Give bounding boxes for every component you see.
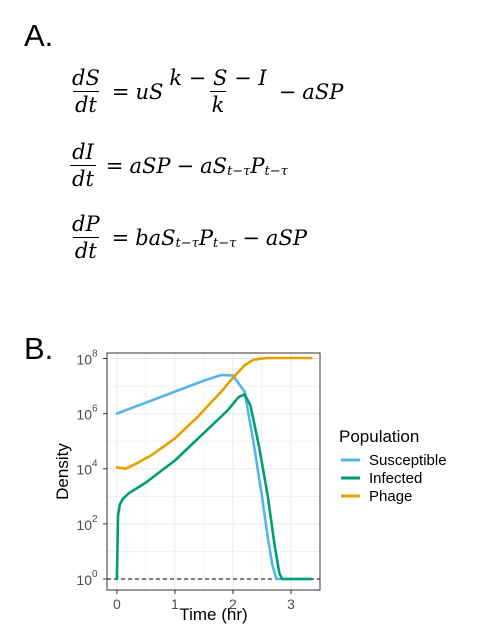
eq2-delayed-s: aS: [200, 153, 228, 178]
series-line-phage: [115, 356, 313, 471]
equation-ds-dt: dS dt = uS k − S − I k − aSP: [66, 66, 343, 117]
equation-dp-dt: dP dt = baS t−τ P t−τ − aSP: [66, 212, 307, 263]
eq1-capacity-numerator: k − S − I: [169, 66, 267, 90]
x-tick-label: 3: [287, 596, 295, 612]
x-axis-title: Time (hr): [179, 605, 247, 624]
y-tick-label: 10: [76, 462, 92, 478]
series-line-susceptible: [115, 373, 313, 581]
y-tick-exponent: 2: [92, 514, 98, 525]
eq3-equals: =: [111, 225, 130, 250]
y-tick-label: 10: [76, 517, 92, 533]
eq1-capacity-denominator: k: [209, 91, 227, 117]
eq3-burst-s: baS: [135, 225, 176, 250]
eq1-lhs-numerator: dS: [72, 66, 100, 90]
y-tick-label: 10: [76, 352, 92, 368]
ds-dt-fraction: dS dt: [70, 66, 102, 117]
eq3-burst-p: P: [198, 225, 213, 250]
plot-panel: [107, 353, 320, 590]
legend-label-susceptible: Susceptible: [369, 452, 447, 469]
legend-label-infected: Infected: [369, 470, 422, 487]
y-tick-label: 10: [76, 407, 92, 423]
eq1-capacity-fraction: k − S − I k: [167, 66, 268, 117]
panel-b-label: B.: [24, 331, 54, 366]
y-tick-label: 10: [76, 572, 92, 588]
x-tick-label: 1: [171, 596, 179, 612]
x-tick-label: 0: [113, 596, 121, 612]
eq2-infection-term: aSP: [129, 153, 171, 178]
eq3-minus: −: [242, 225, 260, 250]
y-tick-exponent: 4: [92, 459, 98, 470]
plot-border: [106, 352, 321, 591]
eq2-delay-subscript-1: t−τ: [227, 164, 251, 179]
eq2-equals: =: [105, 153, 124, 178]
eq2-delay-subscript-2: t−τ: [264, 164, 288, 179]
x-tick-label: 2: [229, 596, 237, 612]
di-dt-fraction: dI dt: [70, 140, 96, 191]
series-lines: [115, 356, 313, 581]
eq2-lhs-numerator: dI: [72, 140, 94, 164]
eq1-equals: =: [111, 79, 130, 104]
equation-di-dt: dI dt = aSP − aS t−τ P t−τ: [66, 140, 288, 191]
eq3-adsorption-term: aSP: [265, 225, 307, 250]
eq3-delay-subscript-1: t−τ: [175, 236, 199, 251]
eq1-adsorption-term: aSP: [302, 79, 344, 104]
eq1-minus: −: [278, 79, 297, 104]
y-tick-exponent: 8: [92, 349, 98, 360]
legend-title: Population: [339, 427, 419, 446]
panel-a-label: A.: [24, 18, 54, 53]
legend-label-phage: Phage: [369, 488, 412, 505]
eq1-lhs-denominator: dt: [72, 91, 99, 117]
eq1-growth-term: uS: [135, 79, 164, 104]
y-tick-exponent: 6: [92, 404, 98, 415]
eq3-lhs-denominator: dt: [72, 237, 99, 263]
series-line-infected: [115, 392, 313, 581]
eq3-delay-subscript-2: t−τ: [213, 236, 237, 251]
dp-dt-fraction: dP dt: [70, 212, 102, 263]
eq2-lhs-denominator: dt: [70, 165, 96, 191]
eq2-minus: −: [176, 153, 195, 178]
y-tick-exponent: 0: [92, 569, 98, 580]
eq3-lhs-numerator: dP: [72, 212, 100, 236]
y-axis-title: Density: [53, 443, 72, 500]
eq2-delayed-p: P: [250, 153, 265, 178]
